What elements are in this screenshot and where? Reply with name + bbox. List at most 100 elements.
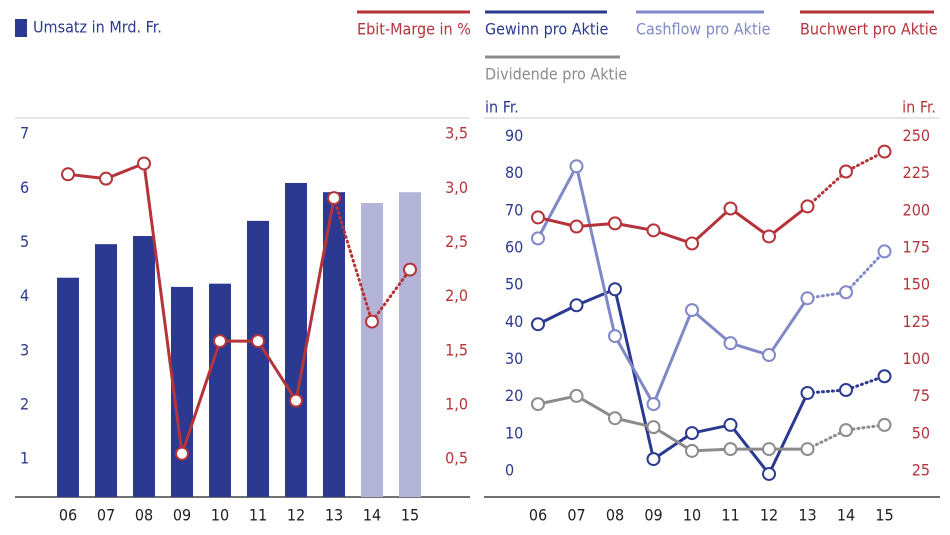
marker: [800, 442, 815, 457]
y-tick-label: 5: [20, 232, 29, 251]
marker: [839, 285, 853, 300]
marker: [608, 282, 622, 297]
y2-tick-label: 250: [903, 126, 930, 145]
marker: [877, 244, 892, 259]
marker: [839, 164, 853, 179]
y2-tick-label: 1,5: [445, 340, 468, 359]
marker: [646, 223, 661, 238]
marker: [608, 216, 622, 231]
marker: [608, 329, 622, 344]
y-tick-label: 1: [20, 449, 29, 468]
y-tick-label: 60: [505, 238, 523, 257]
marker: [213, 334, 227, 349]
marker: [99, 171, 113, 186]
y2-tick-label: 125: [903, 312, 930, 331]
marker: [569, 298, 584, 313]
marker: [877, 144, 892, 159]
legend-label: Ebit-Marge in %: [357, 20, 471, 39]
y-tick-label: 2: [20, 394, 29, 413]
x-tick-label: 11: [721, 506, 739, 525]
marker: [877, 369, 892, 384]
y2-tick-label: 3,5: [445, 124, 468, 143]
y2-tick-label: 25: [912, 460, 930, 479]
bar: [171, 286, 193, 497]
x-tick-label: 07: [97, 506, 115, 525]
y2-axis-title: in Fr.: [902, 98, 936, 117]
marker: [61, 167, 75, 182]
x-tick-label: 07: [567, 506, 585, 525]
y-tick-label: 90: [505, 126, 523, 145]
x-tick-label: 11: [249, 506, 267, 525]
y2-tick-label: 150: [903, 275, 930, 294]
y-tick-label: 6: [20, 178, 29, 197]
x-tick-label: 15: [875, 506, 893, 525]
marker: [531, 397, 545, 412]
x-tick-label: 14: [837, 506, 855, 525]
marker: [800, 291, 815, 306]
y2-tick-label: 175: [903, 238, 930, 257]
bar: [133, 236, 155, 497]
y2-tick-label: 2,0: [445, 286, 468, 305]
marker: [569, 219, 584, 234]
y-tick-label: 10: [505, 423, 523, 442]
bar: [285, 182, 307, 497]
x-tick-label: 06: [59, 506, 77, 525]
marker: [839, 382, 853, 397]
y-tick-label: 0: [505, 460, 514, 479]
x-tick-label: 09: [644, 506, 662, 525]
y2-tick-label: 200: [903, 200, 930, 219]
marker: [723, 442, 738, 457]
y2-tick-label: 50: [912, 423, 930, 442]
marker: [569, 388, 584, 403]
y-tick-label: 20: [505, 386, 523, 405]
x-tick-label: 10: [683, 506, 701, 525]
marker: [569, 159, 584, 174]
marker: [762, 229, 776, 244]
marker: [762, 348, 776, 363]
marker: [289, 393, 303, 408]
bar: [209, 283, 231, 497]
marker: [723, 417, 738, 432]
y-tick-label: 40: [505, 312, 523, 331]
legend-swatch: [15, 19, 27, 37]
y-tick-label: 80: [505, 163, 523, 182]
bar: [399, 192, 421, 497]
line-forecast: [806, 423, 886, 451]
marker: [646, 420, 661, 435]
y2-tick-label: 100: [903, 349, 930, 368]
marker: [685, 303, 699, 318]
x-tick-label: 12: [760, 506, 778, 525]
marker: [800, 199, 815, 214]
marker: [723, 336, 738, 351]
marker: [762, 466, 776, 481]
y-axis-title: in Fr.: [485, 98, 519, 117]
marker: [531, 231, 545, 246]
legend-label: Umsatz in Mrd. Fr.: [33, 18, 162, 37]
x-tick-label: 12: [287, 506, 305, 525]
marker: [877, 417, 892, 432]
x-tick-label: 06: [529, 506, 547, 525]
x-tick-label: 14: [363, 506, 381, 525]
legend-label: Gewinn pro Aktie: [485, 20, 609, 39]
y2-tick-label: 2,5: [445, 232, 468, 251]
marker: [403, 262, 417, 277]
marker: [839, 423, 853, 438]
y-tick-label: 4: [20, 286, 29, 305]
legend-label: Cashflow pro Aktie: [636, 20, 771, 39]
marker: [251, 334, 265, 349]
marker: [685, 236, 699, 251]
marker: [608, 411, 622, 426]
marker: [762, 442, 776, 457]
legend-label: Buchwert pro Aktie: [800, 20, 938, 39]
y-tick-label: 7: [20, 124, 29, 143]
marker: [685, 443, 699, 458]
y-tick-label: 3: [20, 340, 29, 359]
x-tick-label: 13: [798, 506, 816, 525]
x-tick-label: 09: [173, 506, 191, 525]
y-tick-label: 70: [505, 200, 523, 219]
bar: [361, 203, 383, 498]
marker: [327, 191, 341, 206]
marker: [800, 385, 815, 400]
marker: [685, 426, 699, 441]
